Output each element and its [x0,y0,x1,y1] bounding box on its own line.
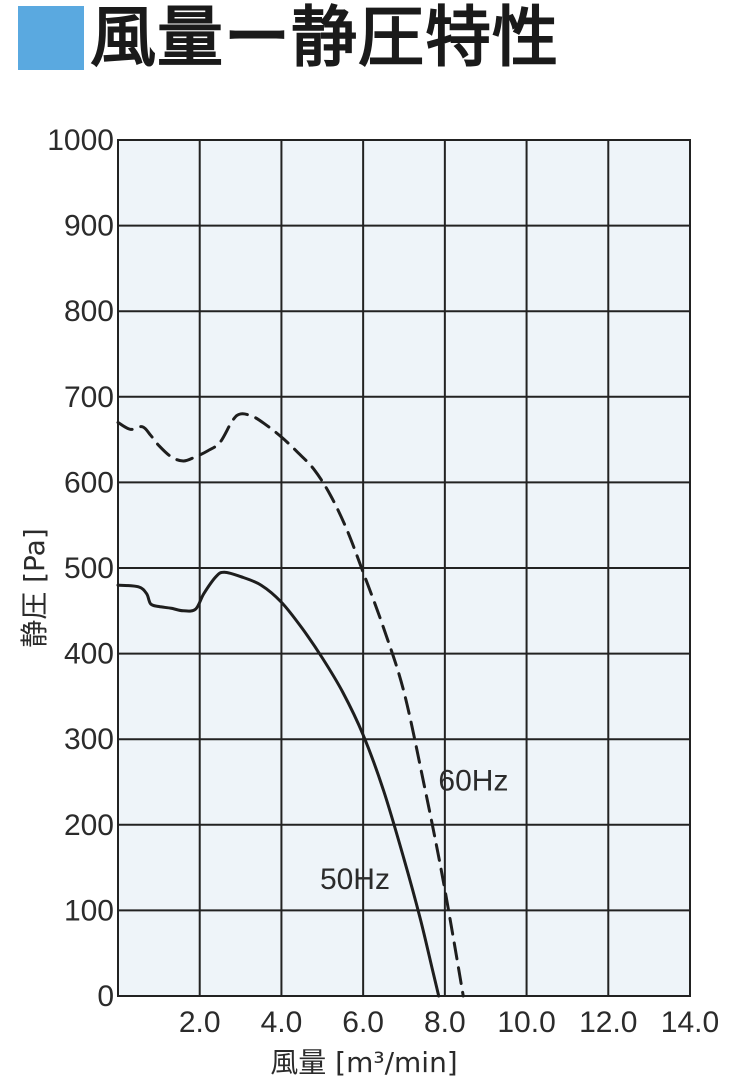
page-title: 風量ー静圧特性 [90,0,559,76]
x-tick-label: 12.0 [579,1006,637,1039]
y-axis-ticks: 0 100 200 300 400 500 600 700 800 900 1000 [47,124,114,1013]
y-tick-label: 400 [64,638,114,671]
series-line-50hz [116,570,441,998]
y-tick-label: 800 [64,295,114,328]
title-marker [18,6,84,70]
x-axis-ticks: 2.0 4.0 6.0 8.0 10.0 12.0 14.0 [179,1006,719,1039]
x-tick-label: 4.0 [261,1006,303,1039]
y-tick-label: 300 [64,723,114,756]
x-tick-label: 6.0 [342,1006,384,1039]
x-tick-label: 10.0 [497,1006,555,1039]
y-tick-label: 500 [64,552,114,585]
y-tick-label: 900 [64,210,114,243]
series-layer [116,412,465,998]
y-tick-label: 700 [64,381,114,414]
x-axis-label: 風量 [m³/min] [270,1046,457,1079]
header: 風量ー静圧特性 [0,0,739,85]
y-tick-label: 200 [64,809,114,842]
y-tick-label: 600 [64,466,114,499]
x-tick-label: 2.0 [179,1006,221,1039]
y-tick-label: 0 [97,980,114,1013]
x-tick-label: 14.0 [661,1006,719,1039]
grid [118,139,691,997]
series-label-60hz: 60Hz [438,765,508,798]
plot-frame [117,139,691,997]
y-axis-label: 静圧 [Pa] [18,528,51,648]
series-annotations: 50Hz 60Hz [320,765,509,896]
y-tick-label: 1000 [47,124,114,157]
series-line-60hz [116,412,465,998]
series-label-50hz: 50Hz [320,863,390,896]
x-tick-label: 8.0 [424,1006,466,1039]
y-tick-label: 100 [64,894,114,927]
